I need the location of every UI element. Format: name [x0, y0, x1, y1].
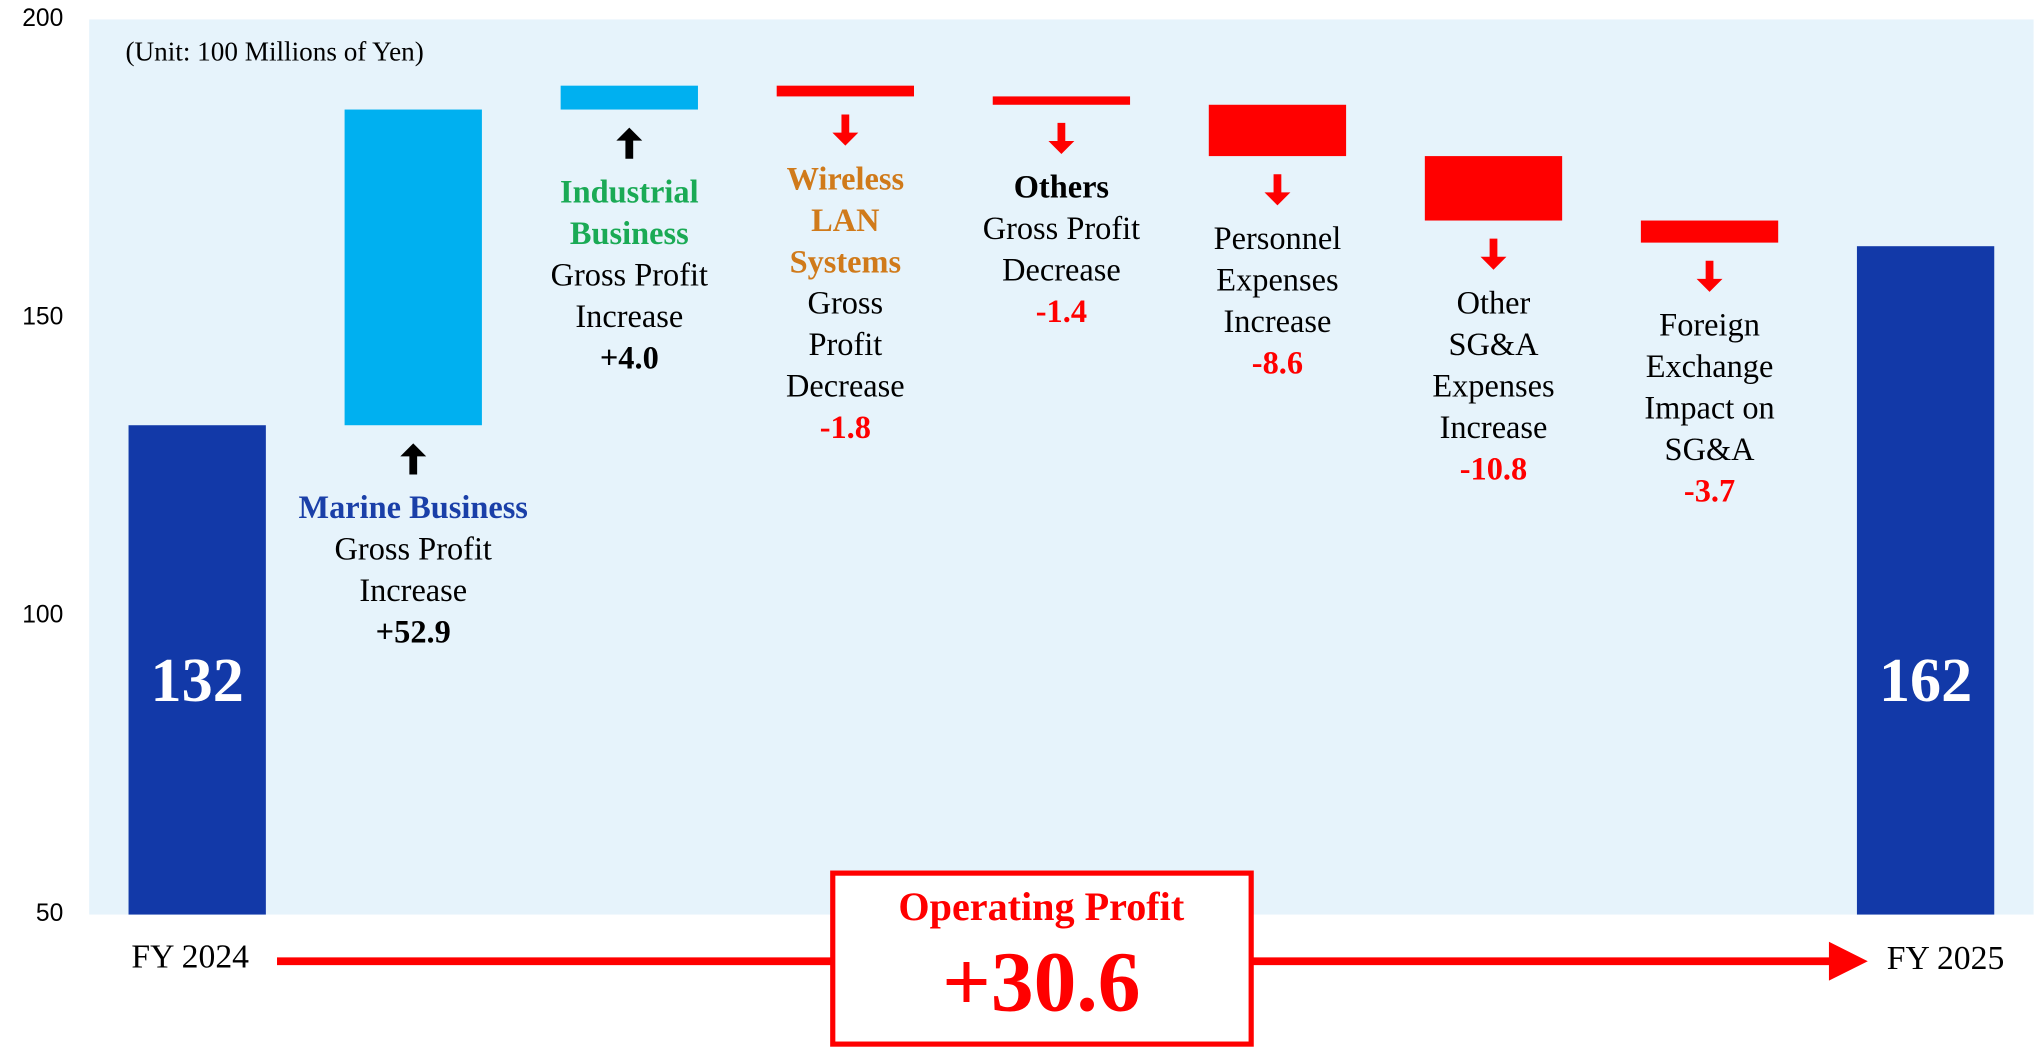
step-name: Marine Business [299, 490, 528, 526]
step-name: Wireless [787, 161, 905, 197]
step-text: Foreign [1659, 308, 1760, 344]
step-bar [1208, 104, 1347, 157]
step-text: SG&A [1665, 432, 1756, 468]
down-arrow [1048, 122, 1075, 154]
step-name: LAN [811, 203, 879, 239]
step-text: Exchange [1646, 349, 1774, 385]
step-text: Other [1457, 285, 1531, 321]
up-arrow [616, 127, 643, 159]
step-bar [992, 96, 1131, 105]
step-text: Increase [1224, 304, 1332, 340]
step-value: +52.9 [376, 615, 451, 651]
down-arrow [832, 114, 859, 146]
total-value: 132 [151, 647, 244, 715]
step-name: Industrial [560, 174, 699, 210]
step-text: Profit [808, 327, 882, 363]
down-arrow [1264, 174, 1291, 206]
y-tick-label: 100 [22, 602, 63, 629]
step-text: Expenses [1432, 368, 1554, 404]
step-value: -1.8 [820, 410, 871, 446]
step-name: Business [570, 216, 689, 252]
step-value: +4.0 [600, 340, 659, 376]
step-text: SG&A [1449, 327, 1540, 363]
step-text: Expenses [1216, 262, 1338, 298]
y-tick-label: 50 [36, 900, 63, 927]
step-text: Increase [575, 299, 683, 335]
step-text: Decrease [1002, 253, 1121, 289]
step-name: Systems [790, 244, 902, 280]
summary-value: +30.6 [942, 936, 1140, 1030]
step-bar [344, 109, 482, 426]
summary-box [830, 870, 1254, 1047]
step-text: Decrease [786, 369, 905, 405]
step-text: Gross Profit [551, 257, 708, 293]
step-text: Personnel [1214, 221, 1342, 257]
step-value: -10.8 [1460, 451, 1527, 487]
down-arrow [1696, 260, 1723, 292]
step-text: Gross Profit [983, 211, 1140, 247]
step-bar [1640, 220, 1779, 243]
step-text: Impact on [1644, 390, 1774, 426]
total-bar [128, 425, 266, 915]
step-value: -8.6 [1252, 345, 1303, 381]
step-bar [776, 85, 915, 97]
step-text: Gross Profit [335, 532, 492, 568]
y-tick-label: 150 [22, 303, 63, 330]
step-text: Increase [1440, 410, 1548, 446]
step-text: Increase [359, 573, 467, 609]
total-bar [1856, 246, 1995, 915]
step-text: Gross [808, 286, 884, 322]
end-label: FY 2025 [1887, 940, 2005, 977]
step-bar [1424, 156, 1563, 221]
total-value: 162 [1879, 647, 1972, 715]
up-arrow [400, 443, 427, 475]
y-tick-label: 200 [22, 5, 63, 32]
unit-note: (Unit: 100 Millions of Yen) [125, 37, 423, 67]
step-name: Others [1014, 170, 1109, 206]
arrow-head [1828, 941, 1868, 981]
down-arrow [1480, 238, 1507, 270]
summary-title: Operating Profit [898, 884, 1184, 929]
start-label: FY 2024 [131, 939, 249, 976]
step-value: -1.4 [1036, 294, 1087, 330]
step-value: -3.7 [1684, 473, 1735, 509]
step-bar [560, 85, 698, 110]
